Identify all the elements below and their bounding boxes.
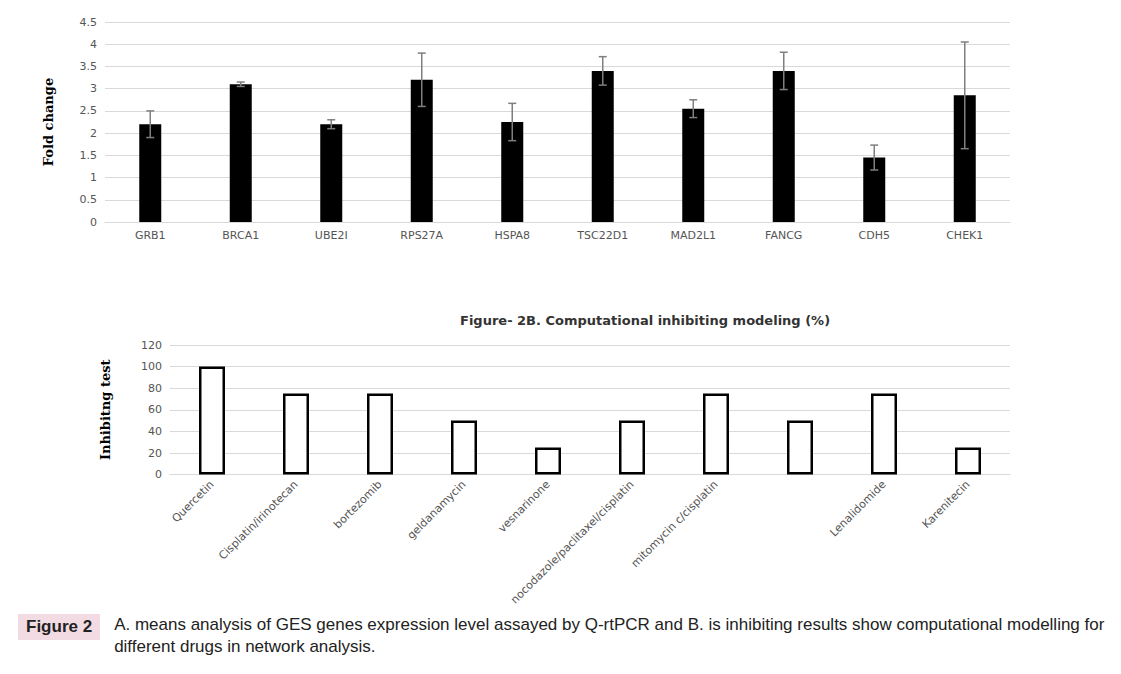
svg-text:1: 1 xyxy=(90,171,97,184)
svg-text:20: 20 xyxy=(148,447,162,460)
svg-text:GRB1: GRB1 xyxy=(135,229,166,242)
svg-text:geldanamycin: geldanamycin xyxy=(405,478,469,542)
html-text:Figure 2: Figure 2 xyxy=(26,617,93,636)
svg-text:3.5: 3.5 xyxy=(80,60,98,73)
svg-text:0.5: 0.5 xyxy=(80,193,98,206)
svg-text:CHEK1: CHEK1 xyxy=(946,229,983,242)
svg-text:Figure- 2B. Computational inhi: Figure- 2B. Computational inhibiting mod… xyxy=(460,313,830,328)
svg-text:MAD2L1: MAD2L1 xyxy=(670,229,716,242)
svg-text:1.5: 1.5 xyxy=(80,149,98,162)
svg-text:3: 3 xyxy=(90,82,97,95)
svg-text:vesnarinone: vesnarinone xyxy=(496,478,553,535)
svg-text:mitomycin c/cisplatin: mitomycin c/cisplatin xyxy=(629,478,721,570)
svg-text:0: 0 xyxy=(155,468,162,481)
svg-text:120: 120 xyxy=(141,339,162,352)
html-text:A. means analysis of GES genes: A. means analysis of GES genes expressio… xyxy=(114,615,1105,657)
svg-text:bortezomib: bortezomib xyxy=(331,478,384,531)
svg-text:60: 60 xyxy=(148,403,162,416)
svg-text:80: 80 xyxy=(148,382,162,395)
svg-text:100: 100 xyxy=(141,360,162,373)
svg-text:TSC22D1: TSC22D1 xyxy=(576,229,628,242)
svg-text:Karenitecin: Karenitecin xyxy=(920,478,973,531)
svg-text:Quercetin: Quercetin xyxy=(169,478,216,525)
svg-text:nocodazole/paclitaxel/cisplati: nocodazole/paclitaxel/cisplatin xyxy=(508,478,636,606)
svg-text:BRCA1: BRCA1 xyxy=(222,229,259,242)
svg-text:Cisplatin/irinotecan: Cisplatin/irinotecan xyxy=(216,478,300,562)
svg-text:RPS27A: RPS27A xyxy=(400,229,443,242)
svg-text:4.5: 4.5 xyxy=(80,16,98,29)
svg-text:CDH5: CDH5 xyxy=(859,229,890,242)
svg-text:HSPA8: HSPA8 xyxy=(494,229,530,242)
svg-text:2.5: 2.5 xyxy=(80,104,98,117)
svg-text:UBE2I: UBE2I xyxy=(315,229,348,242)
svg-text:2: 2 xyxy=(90,127,97,140)
svg-text:4: 4 xyxy=(90,38,97,51)
svg-text:0: 0 xyxy=(90,216,97,229)
svg-text:Inhibitng test: Inhibitng test xyxy=(98,359,113,460)
svg-text:FANCG: FANCG xyxy=(765,229,802,242)
svg-text:Fold change: Fold change xyxy=(41,78,56,166)
svg-text:Lenalidomide: Lenalidomide xyxy=(827,478,888,539)
svg-text:40: 40 xyxy=(148,425,162,438)
